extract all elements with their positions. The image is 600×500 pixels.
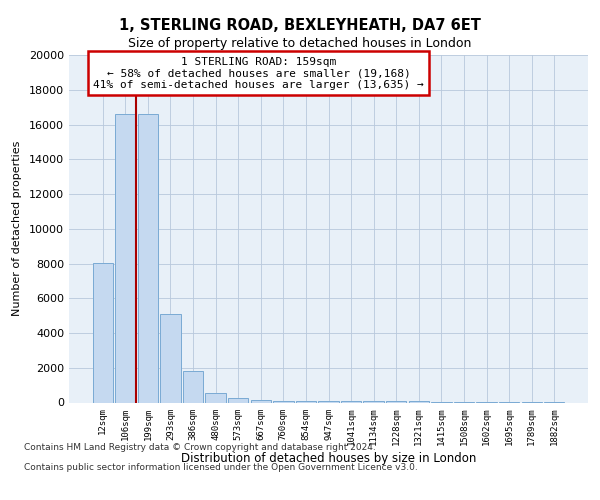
- Text: Contains HM Land Registry data © Crown copyright and database right 2024.: Contains HM Land Registry data © Crown c…: [24, 442, 376, 452]
- Bar: [251, 400, 271, 402]
- Bar: [319, 401, 338, 402]
- Bar: [92, 262, 113, 402]
- Text: Contains public sector information licensed under the Open Government Licence v3: Contains public sector information licen…: [24, 462, 418, 471]
- Bar: [115, 114, 136, 403]
- Text: 1 STERLING ROAD: 159sqm
← 58% of detached houses are smaller (19,168)
41% of sem: 1 STERLING ROAD: 159sqm ← 58% of detache…: [93, 56, 424, 90]
- Y-axis label: Number of detached properties: Number of detached properties: [12, 141, 22, 316]
- Bar: [341, 401, 361, 402]
- Bar: [138, 114, 158, 403]
- Bar: [364, 401, 384, 402]
- Bar: [160, 314, 181, 402]
- Bar: [228, 398, 248, 402]
- Bar: [296, 401, 316, 402]
- Bar: [273, 400, 293, 402]
- Bar: [183, 371, 203, 402]
- Text: 1, STERLING ROAD, BEXLEYHEATH, DA7 6ET: 1, STERLING ROAD, BEXLEYHEATH, DA7 6ET: [119, 18, 481, 32]
- X-axis label: Distribution of detached houses by size in London: Distribution of detached houses by size …: [181, 452, 476, 465]
- Text: Size of property relative to detached houses in London: Size of property relative to detached ho…: [128, 38, 472, 51]
- Bar: [205, 393, 226, 402]
